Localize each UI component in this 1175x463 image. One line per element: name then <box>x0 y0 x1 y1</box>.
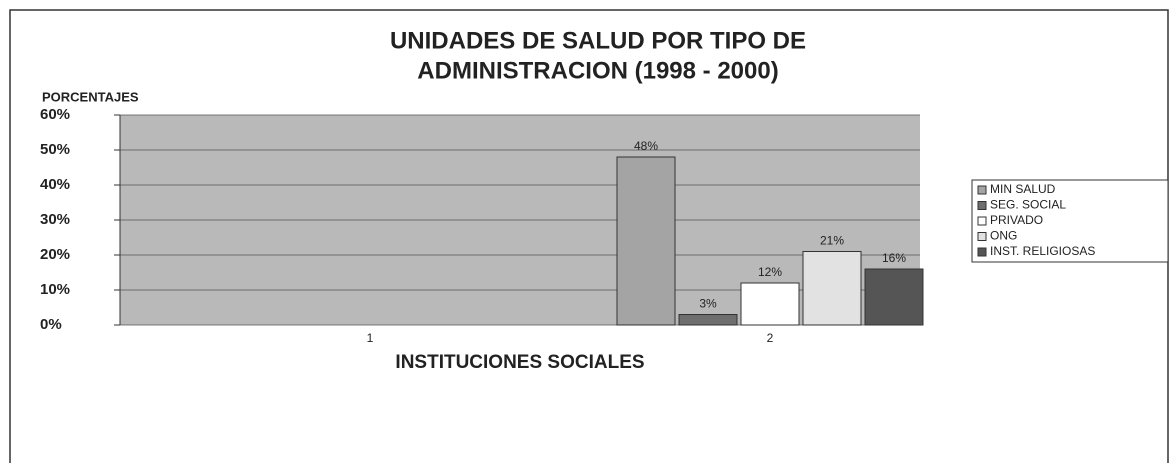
x-axis-label: INSTITUCIONES SOCIALES <box>395 352 644 373</box>
value-label: 3% <box>699 297 717 311</box>
x-tick-label: 1 <box>367 331 374 345</box>
y-tick-label: 40% <box>40 176 70 193</box>
bar <box>678 314 738 326</box>
y-axis-label: PORCENTAJES <box>42 89 139 104</box>
bar <box>864 268 924 326</box>
legend-label: INST. RELIGIOSAS <box>990 244 1095 258</box>
legend-swatch <box>977 201 987 210</box>
value-label: 48% <box>634 139 658 153</box>
y-tick-label: 20% <box>40 246 70 263</box>
legend-label: ONG <box>990 229 1017 243</box>
chart-title: UNIDADES DE SALUD POR TIPO DE <box>390 27 806 54</box>
legend-swatch <box>977 185 987 195</box>
legend-label: PRIVADO <box>990 213 1043 227</box>
bar <box>616 156 676 326</box>
y-tick-label: 0% <box>40 316 62 333</box>
x-tick-label: 2 <box>767 331 774 345</box>
y-tick-label: 50% <box>40 141 70 158</box>
chart-title: ADMINISTRACION (1998 - 2000) <box>417 57 778 84</box>
legend-swatch <box>977 247 987 257</box>
legend-label: SEG. SOCIAL <box>990 198 1066 212</box>
y-tick-label: 10% <box>40 281 70 298</box>
value-label: 21% <box>820 234 844 248</box>
legend-label: MIN SALUD <box>990 182 1056 196</box>
value-label: 16% <box>882 251 906 265</box>
bar <box>802 251 862 326</box>
legend-swatch <box>977 216 987 226</box>
legend-box <box>971 179 1169 263</box>
y-tick-label: 60% <box>40 106 70 123</box>
value-label: 12% <box>758 265 782 279</box>
legend-swatch <box>977 232 987 241</box>
bar <box>740 282 800 326</box>
y-tick-label: 30% <box>40 211 70 228</box>
